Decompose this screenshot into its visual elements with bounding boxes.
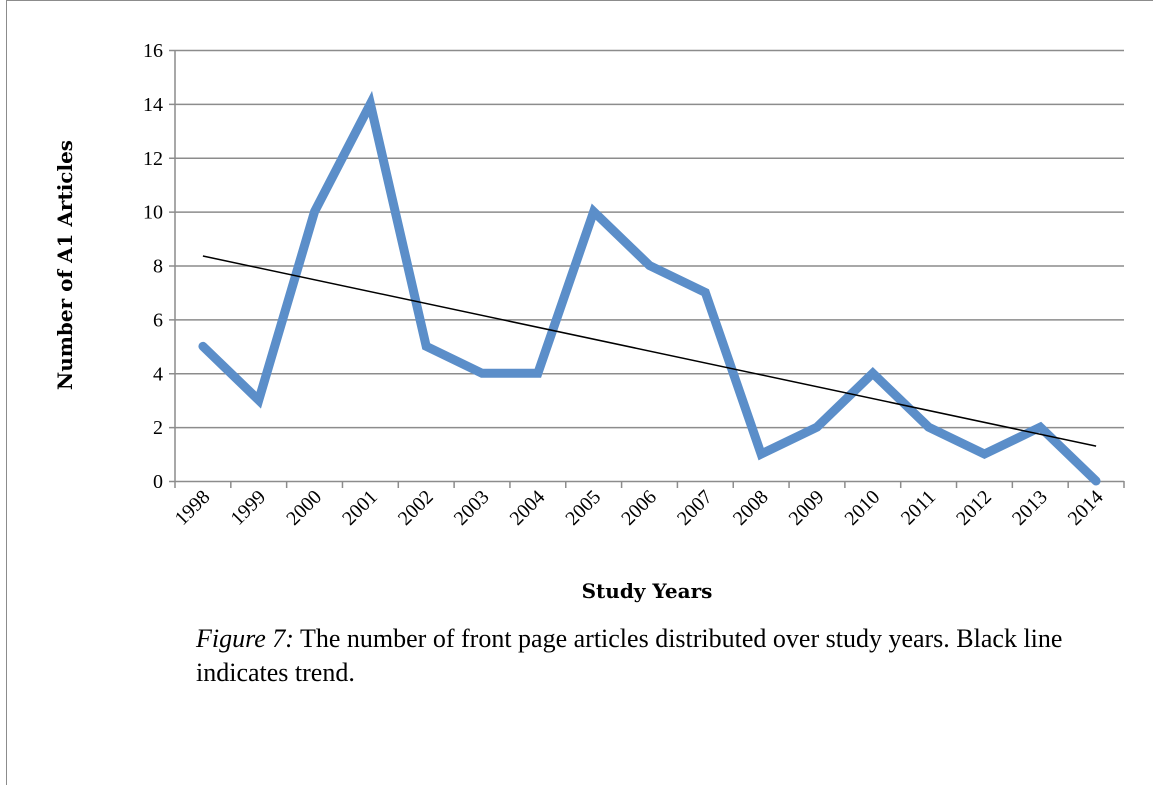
y-tick-label: 0 [153,471,163,493]
x-tick-label: 2006 [617,486,661,530]
x-tick-label: 2001 [338,486,382,530]
x-tick-label: 2002 [394,486,438,530]
series-layer [198,90,1101,486]
x-tick-label: 1998 [171,486,215,530]
figure-caption: Figure 7: The number of front page artic… [196,622,1076,690]
trendline [202,255,1097,447]
y-tick-label: 12 [143,148,163,170]
x-tick-label: 2008 [729,486,773,530]
x-tick-label: 2010 [840,486,884,530]
series-line [198,90,1101,486]
y-tick-label: 4 [153,363,163,385]
x-tick-label: 2011 [897,486,940,529]
y-tick-label: 6 [153,309,163,331]
x-tick-label: 2007 [673,486,717,530]
x-tick-label: 2014 [1064,486,1108,530]
figure-caption-text: The number of front page articles distri… [196,624,1063,687]
y-tick-label: 2 [153,417,163,439]
x-axis-title: Study Years [582,579,713,603]
y-tick-label: 16 [143,40,163,62]
x-tick-label: 2005 [561,486,605,530]
trend-layer [202,255,1097,447]
gridlines [175,49,1124,429]
x-tick-labels: 1998 1999 2000 2001 2002 2003 2004 2005 2006 2007… [171,486,1108,530]
axes [169,49,1125,488]
y-tick-labels: 0 2 4 6 8 10 12 14 16 [143,40,163,493]
y-axis-title: Number of A1 Articles [53,140,77,390]
x-tick-label: 1999 [226,486,270,530]
x-tick-label: 2013 [1008,486,1052,530]
x-tick-label: 2004 [506,486,550,530]
y-tick-label: 8 [153,256,163,278]
y-tick-label: 10 [143,202,163,224]
y-tick-label: 14 [143,94,163,116]
figure-label: Figure 7: [196,624,294,653]
x-tick-label: 2003 [450,486,494,530]
x-tick-label: 2012 [952,486,996,530]
x-tick-label: 2009 [785,486,829,530]
x-tick-label: 2000 [282,486,326,530]
